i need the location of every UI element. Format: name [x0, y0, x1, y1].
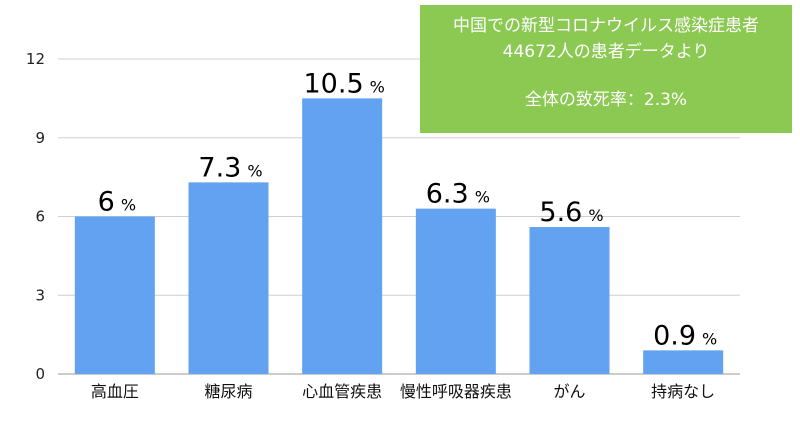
summary-note: 中国での新型コロナウイルス感染症患者 44672人の患者データより 全体の致死率…: [420, 5, 792, 133]
y-axis-ticks: 0 3 6 9 12: [26, 50, 45, 383]
data-label: 5.6%: [539, 197, 603, 228]
y-tick-label: 12: [26, 50, 45, 68]
bars: [74, 98, 724, 374]
y-tick-label: 3: [35, 286, 45, 304]
data-label: 6%: [98, 187, 136, 218]
data-labels: 6 % 7.3 % 10.5 % 6.3% 5.6 % 0.9%: [98, 68, 718, 351]
note-line-1: 中国での新型コロナウイルス感染症患者: [453, 16, 759, 36]
bar: [74, 216, 155, 374]
x-tick-label: 高血圧: [91, 382, 139, 401]
data-label: 10.5%: [304, 68, 385, 99]
x-tick-label: 慢性呼吸器疾患: [400, 382, 512, 401]
x-tick-label: 心血管疾患: [302, 382, 382, 401]
data-label: 6.3%: [426, 179, 490, 210]
bar: [415, 208, 496, 374]
data-label: 0.9%: [653, 320, 717, 351]
data-label: 7.3%: [198, 152, 262, 183]
bar: [188, 182, 269, 374]
x-axis-ticks: 高血圧 糖尿病 心血管疾患 慢性呼吸器疾患 がん 持病なし: [91, 382, 715, 401]
note-line-2: 44672人の患者データより: [502, 42, 710, 62]
y-tick-label: 9: [35, 129, 45, 147]
x-tick-label: がん: [553, 382, 585, 401]
x-tick-label: 持病なし: [651, 382, 715, 401]
y-tick-label: 6: [35, 208, 45, 226]
gridlines: [58, 58, 740, 375]
bar: [529, 227, 610, 374]
note-line-3: 全体の致死率：2.3%: [524, 90, 688, 110]
y-tick-label: 0: [35, 365, 45, 383]
bar: [643, 350, 724, 374]
bar: [302, 98, 383, 374]
x-tick-label: 糖尿病: [204, 382, 252, 401]
